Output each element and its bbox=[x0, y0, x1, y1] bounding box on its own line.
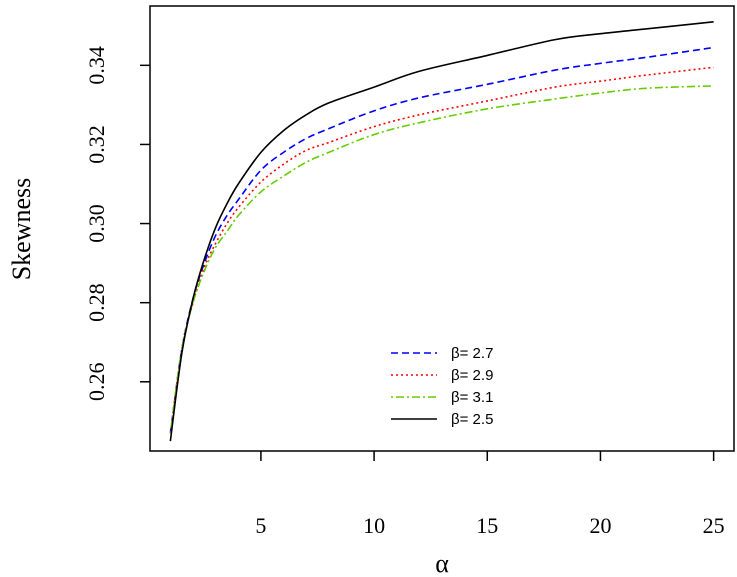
series-line bbox=[169, 66, 714, 434]
legend-label: β= 3.1 bbox=[451, 389, 493, 406]
legend-label: β= 2.5 bbox=[451, 411, 493, 428]
legend: β= 2.7 β= 2.9 β= 3.1 β= 2.5 bbox=[391, 345, 493, 428]
x-tick-label: 5 bbox=[255, 513, 266, 538]
x-tick-label: 20 bbox=[589, 513, 611, 538]
y-axis: 0.26 0.28 0.30 0.32 0.34 bbox=[84, 46, 150, 401]
x-axis-label: α bbox=[435, 549, 449, 577]
series-line bbox=[169, 21, 714, 442]
x-tick-label: 10 bbox=[363, 513, 385, 538]
x-tick-label: 25 bbox=[703, 513, 725, 538]
series-layer bbox=[169, 21, 714, 442]
y-tick-label: 0.34 bbox=[84, 46, 109, 85]
y-axis-label: Skewness bbox=[7, 178, 36, 281]
legend-label: β= 2.9 bbox=[451, 367, 493, 384]
series-line bbox=[169, 85, 714, 434]
x-axis: 5 10 15 20 25 bbox=[255, 451, 725, 538]
y-tick-label: 0.32 bbox=[84, 125, 109, 164]
x-tick-label: 15 bbox=[476, 513, 498, 538]
series-line bbox=[169, 46, 714, 434]
plot-frame bbox=[149, 5, 735, 452]
y-tick-label: 0.26 bbox=[84, 363, 109, 402]
y-tick-label: 0.28 bbox=[84, 283, 109, 322]
y-tick-label: 0.30 bbox=[84, 204, 109, 243]
legend-label: β= 2.7 bbox=[451, 345, 493, 362]
